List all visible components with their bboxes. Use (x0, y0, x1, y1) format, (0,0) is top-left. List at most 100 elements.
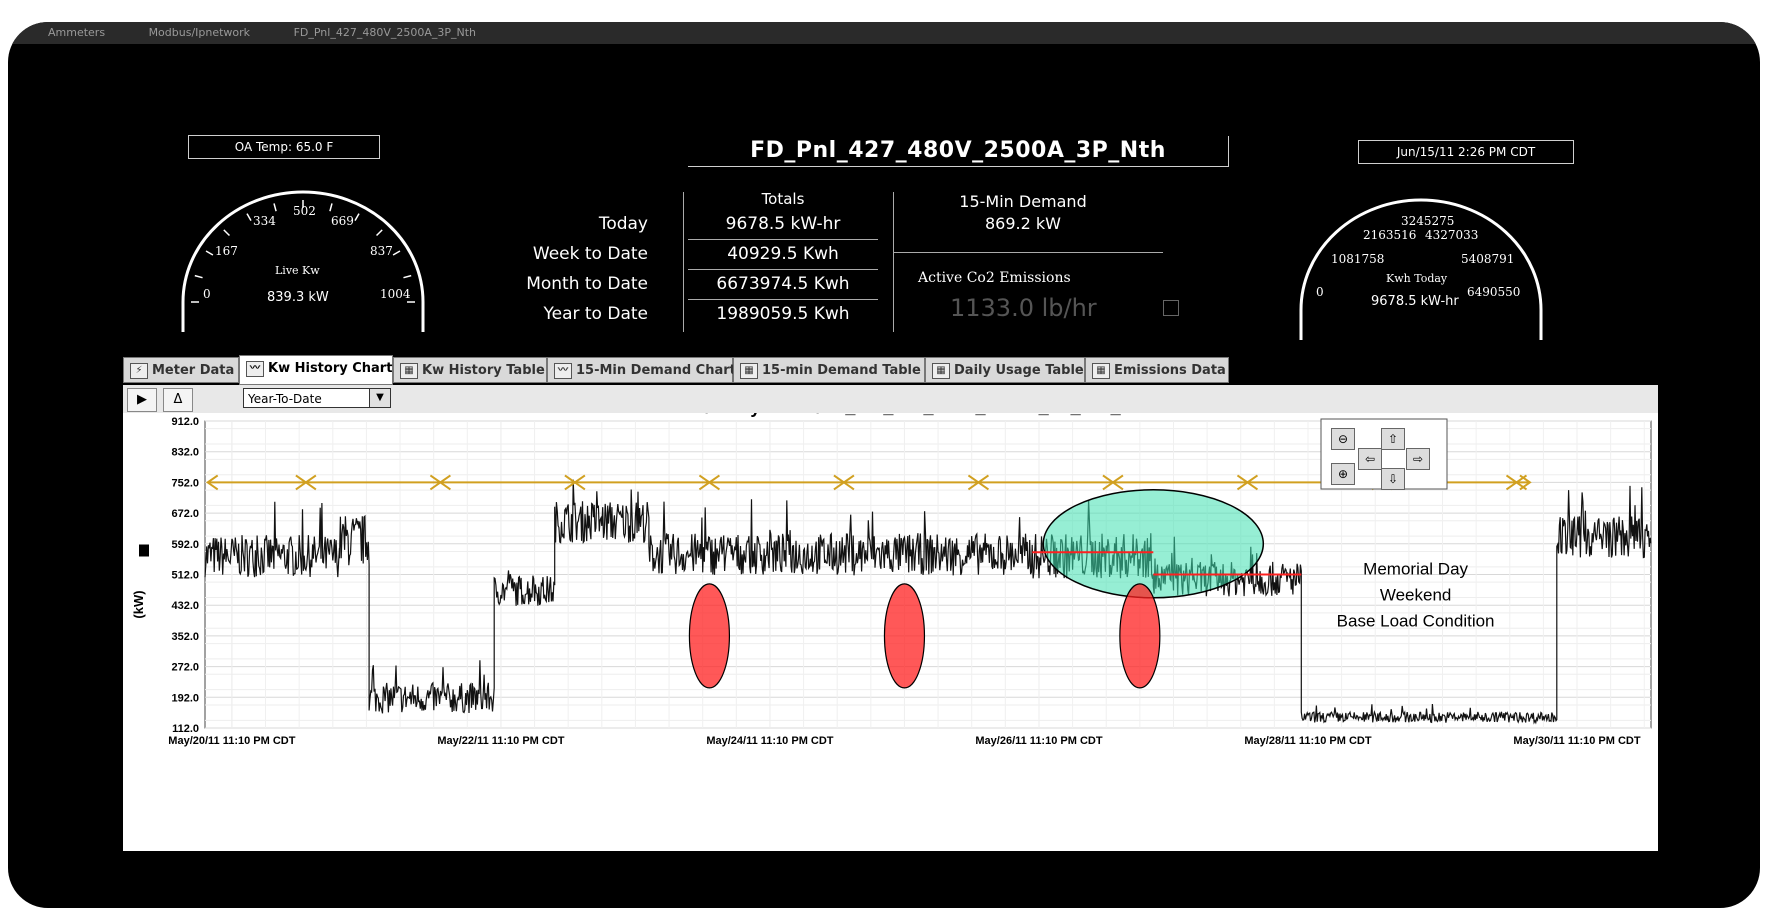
y-tick-label: 512.0 (171, 570, 199, 582)
tab-label: Meter Data (152, 363, 235, 378)
table-icon: ▦ (1092, 362, 1110, 379)
chevron-down-icon[interactable]: ▼ (369, 389, 390, 407)
range-select[interactable]: Year-To-Date ▼ (243, 388, 391, 408)
annotation-text: Weekend (1380, 586, 1452, 605)
lightning-icon: ⚡ (130, 362, 148, 379)
top-strip-item: Modbus/Ipnetwork (148, 26, 251, 39)
tab-15-min-demand-table[interactable]: ▦ 15-min Demand Table (733, 357, 925, 383)
day-arrow-head (1519, 474, 1532, 491)
table-icon: ▦ (400, 362, 418, 379)
gauge-tick (392, 250, 401, 256)
tab-daily-usage-table[interactable]: ▦ Daily Usage Table (925, 357, 1085, 383)
day-arrow-head (1236, 474, 1259, 491)
zoom-in-icon[interactable]: ⊕ (1331, 463, 1355, 485)
day-arrow-head (967, 474, 990, 491)
gauge-tick (329, 203, 333, 212)
totals-row-value: 1989059.5 Kwh (716, 304, 850, 324)
tab-label: 15-Min Demand Chart (576, 363, 736, 378)
pan-left-icon[interactable]: ⇦ (1358, 448, 1382, 470)
tab-kw-history-table[interactable]: ▦ Kw History Table (393, 357, 547, 383)
pan-up-icon[interactable]: ⇧ (1381, 428, 1405, 450)
tab-kw-history-chart[interactable]: 〰 Kw History Chart (239, 355, 393, 385)
gauge-title: Live Kw (275, 264, 320, 277)
chart-title: /UtilityServer/FD_Pnl_427_480V_2500A_3P_… (705, 413, 1150, 417)
gauge-tick-label: 6490550 (1467, 285, 1521, 299)
tab-label: 15-min Demand Table (762, 363, 921, 378)
gauge-value: 9678.5 kW-hr (1371, 294, 1459, 309)
window-top-strip: Ammeters Modbus/Ipnetwork FD_Pnl_427_480… (8, 22, 1760, 44)
table-rule (688, 299, 878, 300)
co2-settings-icon[interactable] (1163, 300, 1179, 316)
y-tick-label: 192.0 (171, 692, 199, 704)
spike-marker-ellipse (883, 583, 926, 689)
table-rule (688, 239, 878, 240)
kw-history-chart: /UtilityServer/FD_Pnl_427_480V_2500A_3P_… (123, 413, 1658, 851)
gauge-tick-label: 3245275 (1401, 214, 1455, 228)
totals-row-label: Month to Date (526, 274, 648, 294)
tab-emissions-data[interactable]: ▦ Emissions Data (1085, 357, 1229, 383)
y-tick-label: 912.0 (171, 416, 199, 428)
kwh-today-gauge: 0 1081758 2163516 3245275 4327033 540879… (1291, 190, 1551, 340)
totals-row-value: 40929.5 Kwh (727, 244, 839, 264)
gauge-value: 839.3 kW (267, 290, 329, 305)
tab-label: Daily Usage Table (954, 363, 1084, 378)
totals-row-label: Year to Date (543, 304, 649, 324)
pan-down-icon[interactable]: ⇩ (1381, 468, 1405, 490)
gauge-tick-label: 0 (1316, 285, 1324, 299)
tab-15-min-demand-chart[interactable]: 〰 15-Min Demand Chart (547, 357, 736, 383)
totals-header: Totals (761, 190, 805, 208)
pan-right-icon[interactable]: ⇨ (1406, 448, 1430, 470)
totals-panel: Totals Today 9678.5 kW-hr Week to Date 4… (478, 190, 1198, 342)
totals-row-label: Today (598, 214, 648, 234)
zoom-out-icon[interactable]: ⊖ (1331, 428, 1355, 450)
annotation-text: Base Load Condition (1337, 612, 1495, 631)
gauge-tick-label: 502 (293, 204, 316, 218)
weekend-highlight-ellipse (1042, 489, 1265, 599)
day-arrow-head (698, 474, 720, 491)
panel-title: FD_Pnl_427_480V_2500A_3P_Nth (688, 136, 1229, 167)
gauge-tick-label: 4327033 (1425, 228, 1479, 242)
co2-header: Active Co2 Emissions (918, 270, 1071, 286)
y-tick-label: 432.0 (171, 600, 199, 612)
totals-row-value: 9678.5 kW-hr (725, 214, 841, 234)
table-rule (893, 252, 1163, 253)
y-tick-label: 592.0 (171, 539, 199, 551)
y-tick-label: 352.0 (171, 631, 199, 643)
line-chart-icon: 〰 (246, 360, 264, 377)
spike-marker-ellipse (688, 583, 731, 689)
y-tick-label: 272.0 (171, 662, 199, 674)
range-select-value: Year-To-Date (248, 392, 322, 406)
gauge-title: Kwh Today (1386, 272, 1448, 285)
gauge-tick (194, 274, 203, 279)
tab-meter-data[interactable]: ⚡ Meter Data (123, 357, 239, 383)
top-strip-item: FD_Pnl_427_480V_2500A_3P_Nth (293, 26, 477, 39)
day-arrow-head (429, 474, 451, 491)
gauge-tick-label: 334 (253, 214, 276, 228)
y-axis-label: (kW) (131, 590, 146, 618)
x-tick-label: May/28/11 11:10 PM CDT (1244, 735, 1371, 747)
tab-label: Kw History Table (422, 363, 545, 378)
oa-temp-display: OA Temp: 65.0 F (188, 135, 380, 159)
gauge-tick-label: 2163516 (1363, 228, 1417, 242)
day-arrow-head (833, 474, 855, 491)
day-arrow-head (205, 474, 219, 491)
table-icon: ▦ (740, 362, 758, 379)
delta-button[interactable]: Δ (163, 388, 193, 412)
table-icon: ▦ (932, 362, 950, 379)
tab-label: Emissions Data (1114, 363, 1226, 378)
table-rule (688, 269, 878, 270)
day-arrow-head (295, 474, 317, 491)
play-button[interactable]: ▶ (127, 388, 157, 412)
chart-canvas: /UtilityServer/FD_Pnl_427_480V_2500A_3P_… (131, 413, 1652, 747)
x-tick-label: May/20/11 11:10 PM CDT (168, 735, 295, 747)
y-tick-label: 752.0 (171, 477, 199, 489)
co2-value: 1133.0 lb/hr (950, 294, 1097, 322)
totals-row-value: 6673974.5 Kwh (716, 274, 850, 294)
gauge-tick-label: 0 (203, 287, 211, 301)
x-tick-label: May/30/11 11:10 PM CDT (1513, 735, 1640, 747)
gauge-tick-label: 837 (370, 244, 393, 258)
top-strip-item: Ammeters (48, 26, 106, 39)
gauge-tick (403, 274, 412, 279)
x-tick-label: May/24/11 11:10 PM CDT (706, 735, 833, 747)
totals-row-label: Week to Date (532, 244, 648, 264)
